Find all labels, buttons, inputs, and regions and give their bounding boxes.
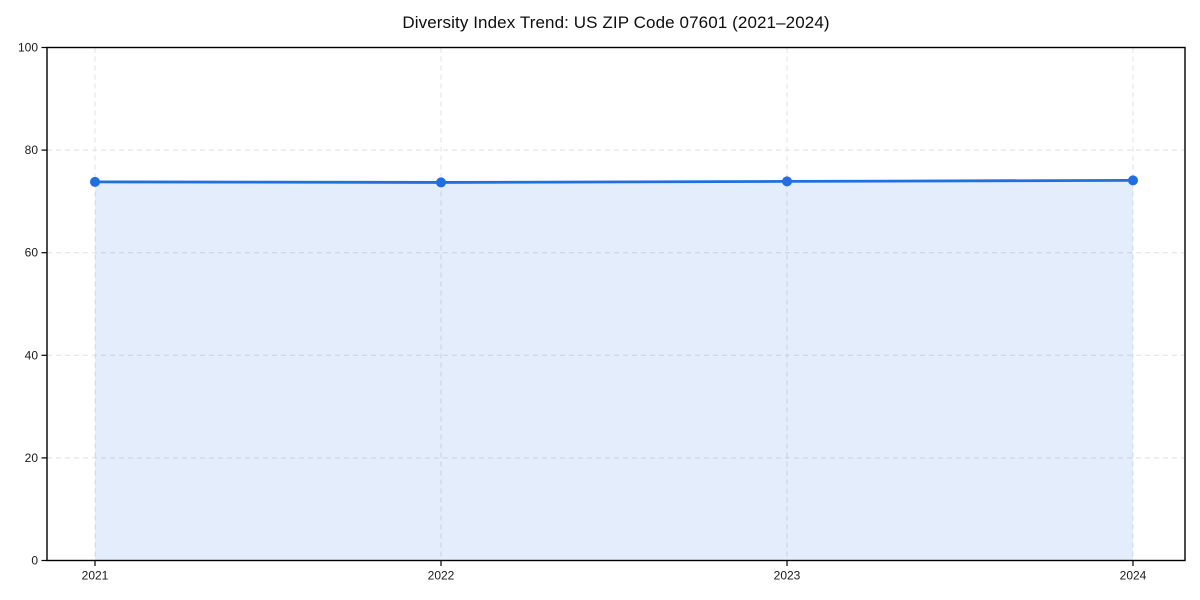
y-tick-label: 40 (25, 348, 39, 362)
x-tick-label: 2022 (428, 569, 455, 583)
data-point-marker (1128, 175, 1138, 186)
chart-title: Diversity Index Trend: US ZIP Code 07601… (402, 13, 830, 32)
x-tick-label: 2024 (1120, 569, 1147, 583)
x-tick-label: 2023 (774, 569, 801, 583)
y-tick-label: 20 (25, 451, 39, 465)
y-tick-label: 100 (18, 41, 38, 55)
y-tick-label: 0 (31, 554, 38, 568)
area-fill (95, 180, 1133, 561)
plot-border (46, 46, 1186, 562)
data-point-marker (90, 176, 100, 187)
data-point-marker (782, 176, 792, 187)
trend-line (93, 178, 1135, 184)
x-tick-label: 2021 (82, 569, 109, 583)
y-tick-label: 80 (25, 143, 39, 157)
data-point-marker (436, 177, 446, 188)
y-tick-label: 60 (25, 246, 39, 260)
